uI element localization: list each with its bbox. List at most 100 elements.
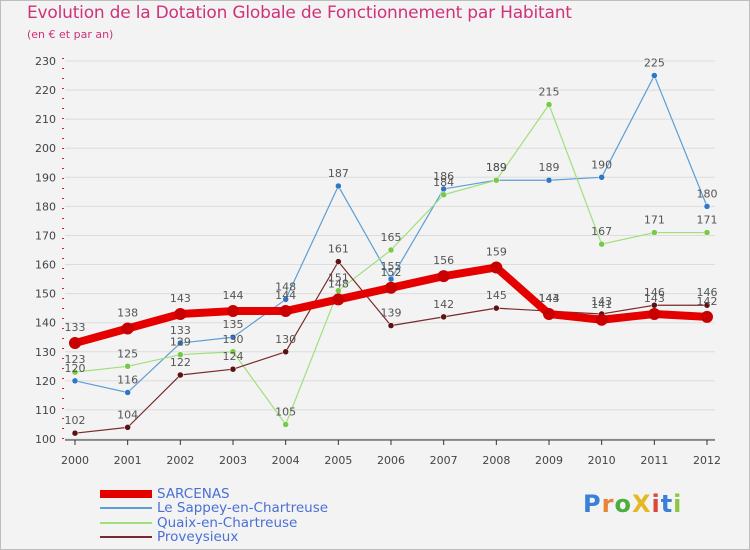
data-label: 135 <box>223 318 244 331</box>
logo-letter: t <box>660 490 674 518</box>
data-label: 148 <box>275 280 296 293</box>
data-point <box>124 389 131 396</box>
data-point <box>595 313 608 326</box>
x-tick-label: 2006 <box>377 454 405 467</box>
data-label: 151 <box>328 272 349 285</box>
chart-subtitle: (en € et par an) <box>27 28 114 41</box>
data-label: 139 <box>381 307 402 320</box>
data-point <box>279 305 292 318</box>
data-point <box>177 339 184 347</box>
x-tick-label: 2008 <box>482 454 510 467</box>
data-point <box>71 368 79 376</box>
data-label: 155 <box>381 260 402 273</box>
data-point <box>282 348 289 356</box>
legend-label: Le Sappey-en-Chartreuse <box>157 500 329 516</box>
y-tick-label: 200 <box>35 142 56 155</box>
data-label: 165 <box>381 231 402 244</box>
x-tick-label: 2011 <box>640 454 668 467</box>
legend-label: SARCENAS <box>157 486 230 502</box>
data-label: 156 <box>433 254 454 267</box>
legend-item-proveysieux: Proveysieux <box>100 529 238 545</box>
data-point <box>177 351 184 358</box>
data-point <box>545 176 553 184</box>
data-point <box>332 293 345 306</box>
y-tick-label: 160 <box>35 259 56 272</box>
data-point <box>545 101 553 108</box>
y-tick-label: 210 <box>35 113 56 126</box>
data-label: 189 <box>486 161 507 174</box>
data-label: 142 <box>697 295 718 308</box>
data-point <box>71 377 79 385</box>
x-tick-label: 2001 <box>114 454 142 467</box>
data-point <box>69 337 81 350</box>
data-label: 102 <box>65 414 86 427</box>
data-label: 190 <box>591 158 612 171</box>
data-point <box>335 258 342 265</box>
data-label: 184 <box>433 176 454 189</box>
data-label: 144 <box>223 289 244 302</box>
data-point <box>229 365 237 373</box>
data-point <box>493 176 500 184</box>
logo-letter: i <box>651 490 661 518</box>
data-label: 180 <box>697 187 718 200</box>
data-point <box>703 229 711 236</box>
data-point <box>440 191 447 199</box>
data-point <box>703 301 711 309</box>
legend-swatch <box>100 490 152 498</box>
y-tick-label: 110 <box>35 404 56 417</box>
y-tick-label: 150 <box>35 288 56 301</box>
logo-letter: o <box>614 490 632 518</box>
data-point <box>701 310 713 323</box>
data-point <box>229 333 237 341</box>
data-label: 138 <box>117 307 138 320</box>
logo-letter: X <box>631 490 652 518</box>
y-tick-label: 220 <box>35 84 56 97</box>
data-label: 189 <box>539 161 560 174</box>
data-label: 130 <box>275 333 296 346</box>
data-label: 143 <box>644 292 665 305</box>
y-tick-label: 140 <box>35 317 56 330</box>
data-point <box>229 348 237 356</box>
data-label: 171 <box>697 214 718 227</box>
data-point <box>651 72 658 79</box>
legend-swatch <box>100 522 152 524</box>
data-label: 143 <box>591 295 612 308</box>
legend-item-quaix: Quaix-en-Chartreuse <box>100 515 297 531</box>
data-label: 146 <box>697 286 718 299</box>
data-label: 171 <box>644 214 665 227</box>
data-label: 152 <box>381 266 402 279</box>
data-label: 125 <box>117 347 138 360</box>
data-point <box>440 313 447 321</box>
data-label: 167 <box>591 225 612 238</box>
x-tick-label: 2009 <box>535 454 563 467</box>
y-tick-label: 180 <box>35 200 56 213</box>
data-point <box>651 229 658 236</box>
legend-swatch <box>100 536 152 538</box>
data-point <box>282 421 289 428</box>
data-label: 142 <box>433 298 454 311</box>
legend-item-le-sappey: Le Sappey-en-Chartreuse <box>100 500 329 516</box>
y-tick-label: 170 <box>35 229 56 242</box>
data-label: 105 <box>275 405 296 418</box>
data-point <box>648 307 661 320</box>
data-label: 189 <box>486 161 507 174</box>
data-label: 124 <box>223 350 244 363</box>
data-point <box>335 182 342 190</box>
data-label: 161 <box>328 243 349 256</box>
data-point <box>282 296 289 303</box>
data-point <box>543 307 555 320</box>
logo-letter: i <box>673 490 683 518</box>
data-point <box>387 246 395 254</box>
data-label: 133 <box>170 324 191 337</box>
data-point <box>437 270 450 283</box>
data-label: 215 <box>539 86 560 99</box>
data-label: 133 <box>65 321 86 334</box>
data-point <box>174 307 187 320</box>
y-tick-label: 100 <box>35 433 56 446</box>
data-label: 148 <box>328 277 349 290</box>
data-label: 116 <box>117 373 138 386</box>
data-point <box>71 429 79 437</box>
data-label: 225 <box>644 57 665 70</box>
